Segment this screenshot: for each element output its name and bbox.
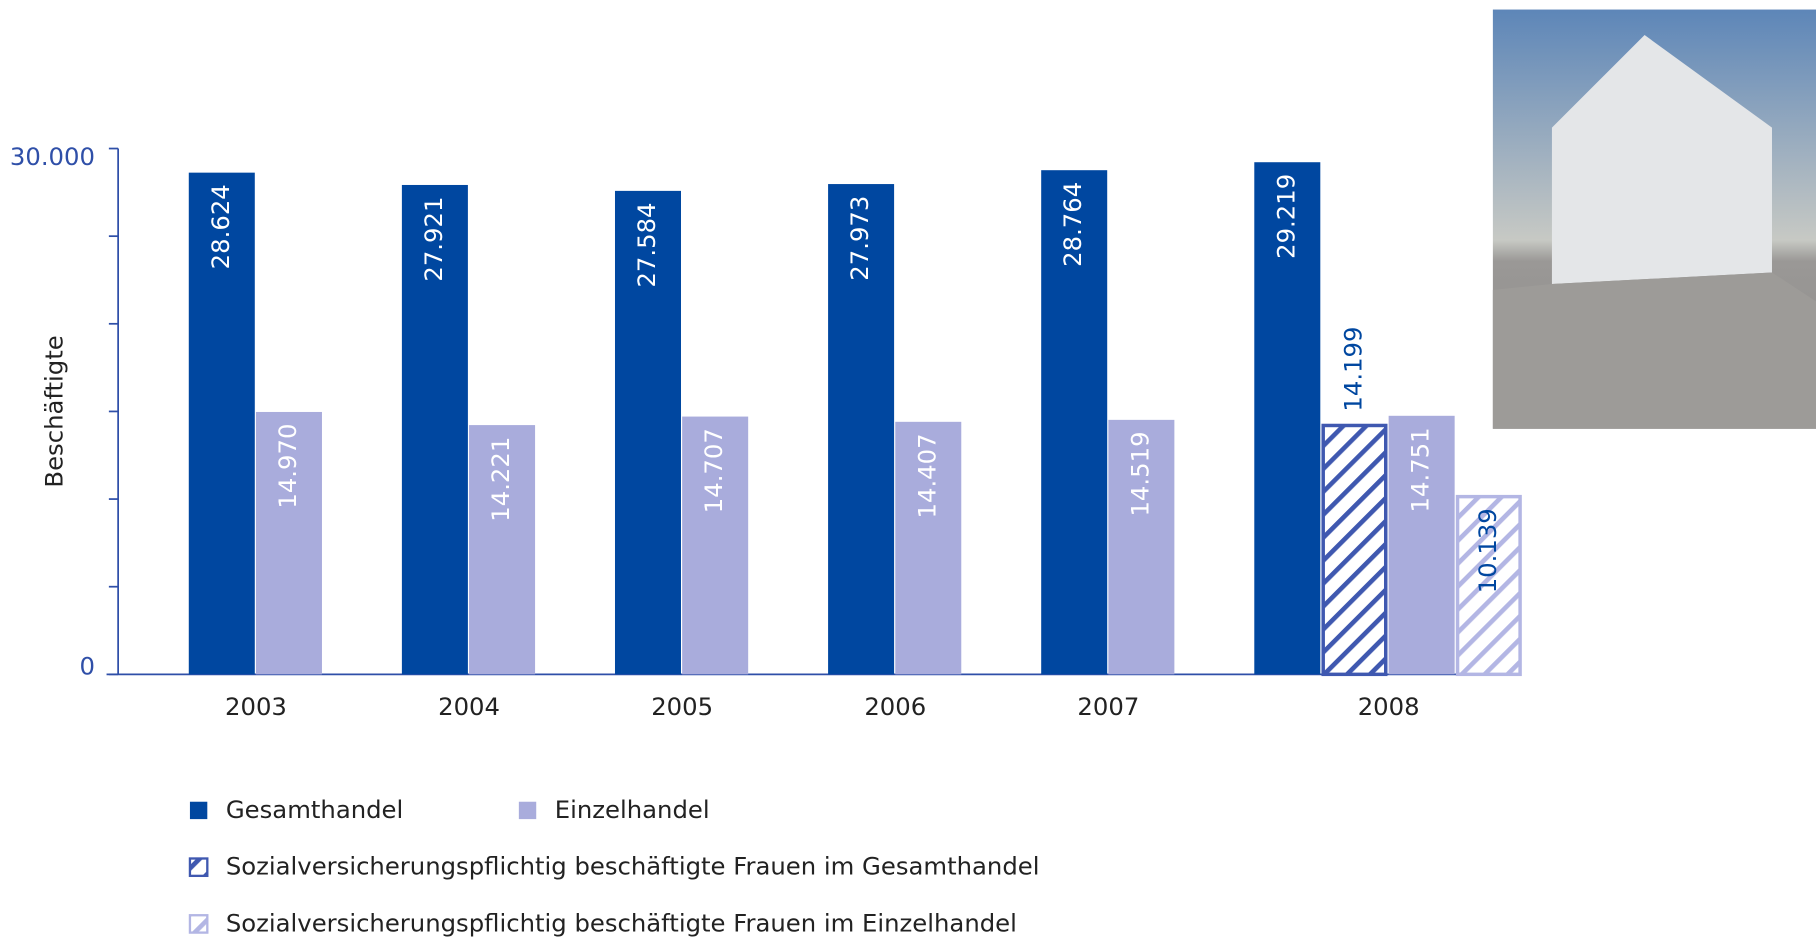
y-tick-label: 30.000 — [10, 142, 95, 171]
x-tick-label: 2005 — [651, 692, 713, 721]
bar — [895, 421, 962, 675]
y-tick-label: 0 — [80, 651, 95, 680]
photo-street — [1492, 272, 1816, 429]
legend-label: Gesamthandel — [226, 795, 403, 824]
value-label: 14.751 — [1406, 427, 1435, 512]
legend-swatch — [188, 914, 209, 934]
value-label: 14.519 — [1125, 431, 1154, 516]
value-label: 28.764 — [1058, 182, 1087, 267]
value-label: 27.584 — [632, 202, 661, 287]
value-label: 27.921 — [419, 197, 448, 282]
x-tick-label: 2008 — [1358, 692, 1420, 721]
bar — [828, 184, 895, 675]
bar — [401, 184, 468, 675]
value-label: 10.139 — [1473, 508, 1502, 593]
y-axis-label: Beschäftigte — [40, 335, 69, 487]
legend-swatch — [188, 857, 209, 878]
bar — [682, 416, 749, 675]
bar — [469, 425, 536, 675]
bar — [614, 190, 681, 675]
x-tick-label: 2003 — [225, 692, 287, 721]
photo-building — [1551, 35, 1772, 285]
legend-label: Einzelhandel — [555, 795, 710, 824]
value-label: 14.199 — [1338, 326, 1367, 411]
value-label: 14.221 — [486, 437, 515, 522]
value-label: 14.970 — [273, 424, 302, 509]
value-label: 28.624 — [206, 184, 235, 269]
x-tick-label: 2006 — [864, 692, 926, 721]
x-tick-label: 2004 — [438, 692, 500, 721]
photo — [1492, 9, 1816, 429]
bar — [1388, 415, 1455, 675]
bar — [255, 411, 322, 675]
bar — [1321, 423, 1388, 677]
x-tick-label: 2007 — [1077, 692, 1139, 721]
bar — [1108, 419, 1175, 675]
bar — [1254, 162, 1321, 675]
value-label: 14.407 — [912, 433, 941, 518]
legend-swatch — [189, 801, 208, 820]
bar — [1455, 494, 1522, 677]
value-label: 27.973 — [845, 196, 874, 281]
legend-swatch — [518, 801, 537, 820]
bar — [1041, 170, 1108, 675]
legend-label: Sozialversicherungspflichtig beschäftigt… — [226, 909, 1017, 938]
value-label: 29.219 — [1271, 174, 1300, 259]
bar — [188, 172, 255, 675]
legend-label: Sozialversicherungspflichtig beschäftigt… — [226, 852, 1040, 881]
value-label: 14.707 — [699, 428, 728, 513]
